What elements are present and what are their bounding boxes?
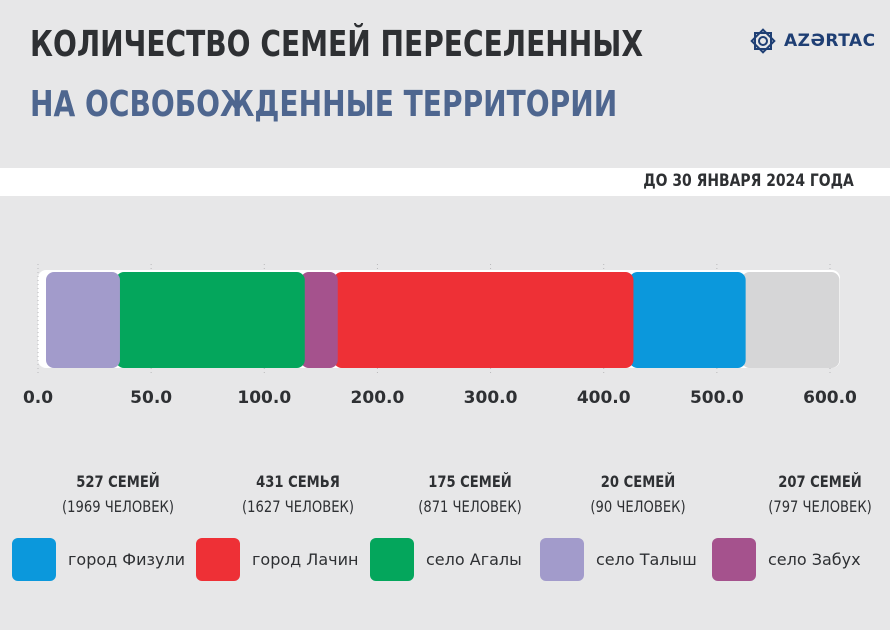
bar-segment: [46, 272, 120, 368]
x-tick-label: 0.0: [23, 388, 53, 408]
legend-swatch: [540, 538, 584, 581]
legend-swatch: [196, 538, 240, 581]
stat-lachin: 431 СЕМЬЯ (1627 ЧЕЛОВЕК): [218, 472, 378, 516]
bar-remainder: [741, 272, 840, 368]
title-line-2: НА ОСВОБОЖДЕННЫЕ ТЕРРИТОРИИ: [30, 84, 618, 125]
legend-label: город Лачин: [252, 550, 359, 569]
stat-people: (1627 ЧЕЛОВЕК): [242, 497, 354, 516]
legend-item-lachin: город Лачин: [196, 538, 358, 581]
legend-item-agaly: село Агалы: [370, 538, 522, 581]
legend-label: село Талыш: [596, 550, 697, 569]
bar-segment: [333, 272, 634, 368]
legend-swatch: [370, 538, 414, 581]
stat-zabukh: 207 СЕМЕЙ (797 ЧЕЛОВЕК): [740, 472, 890, 516]
legend-item-fizuli: город Физули: [12, 538, 185, 581]
x-tick-label: 100.0: [237, 388, 291, 408]
bar-segment: [300, 272, 338, 368]
stat-families: 175 СЕМЕЙ: [428, 472, 512, 491]
x-tick-label: 400.0: [577, 388, 631, 408]
x-tick-label: 500.0: [690, 388, 744, 408]
date-band: ДО 30 ЯНВАРЯ 2024 ГОДА: [0, 168, 890, 196]
legend-swatch: [712, 538, 756, 581]
azertac-emblem-icon: [750, 28, 776, 54]
stat-people: (797 ЧЕЛОВЕК): [768, 497, 872, 516]
x-tick-label: 200.0: [351, 388, 405, 408]
stat-families: 207 СЕМЕЙ: [778, 472, 862, 491]
logo-text: AZƏRTAC: [784, 31, 876, 51]
bar-segments: [46, 272, 840, 368]
stat-fizuli: 527 СЕМЕЙ (1969 ЧЕЛОВЕК): [38, 472, 198, 516]
bar-segment: [629, 272, 746, 368]
x-tick-label: 300.0: [464, 388, 518, 408]
legend-item-zabukh: село Забух: [712, 538, 861, 581]
x-tick-label: 600.0: [803, 388, 857, 408]
stat-families: 431 СЕМЬЯ: [256, 472, 340, 491]
legend-label: село Забух: [768, 550, 861, 569]
legend-label: город Физули: [68, 550, 186, 569]
stat-people: (871 ЧЕЛОВЕК): [418, 497, 522, 516]
azertac-logo: AZƏRTAC: [748, 26, 876, 56]
tick-labels: 0.0 50.0 100.0 200.0 300.0 400.0 500.0 600.0: [23, 388, 857, 408]
stat-talysh: 20 СЕМЕЙ (90 ЧЕЛОВЕК): [558, 472, 718, 516]
x-tick-label: 50.0: [130, 388, 172, 408]
legend-item-talysh: село Талыш: [540, 538, 697, 581]
stat-people: (90 ЧЕЛОВЕК): [590, 497, 686, 516]
legend-swatch: [12, 538, 56, 581]
legend-label: село Агалы: [426, 550, 522, 569]
stat-families: 527 СЕМЕЙ: [76, 472, 160, 491]
stacked-bar-chart: 0.0 50.0 100.0 200.0 300.0 400.0 500.0 600.0: [23, 264, 857, 408]
bar-segment: [115, 272, 305, 368]
stat-families: 20 СЕМЕЙ: [600, 472, 676, 491]
stat-people: (1969 ЧЕЛОВЕК): [62, 497, 174, 516]
stat-agaly: 175 СЕМЕЙ (871 ЧЕЛОВЕК): [390, 472, 550, 516]
title-line-1: КОЛИЧЕСТВО СЕМЕЙ ПЕРЕСЕЛЕННЫХ: [30, 24, 644, 65]
date-label: ДО 30 ЯНВАРЯ 2024 ГОДА: [643, 171, 854, 191]
